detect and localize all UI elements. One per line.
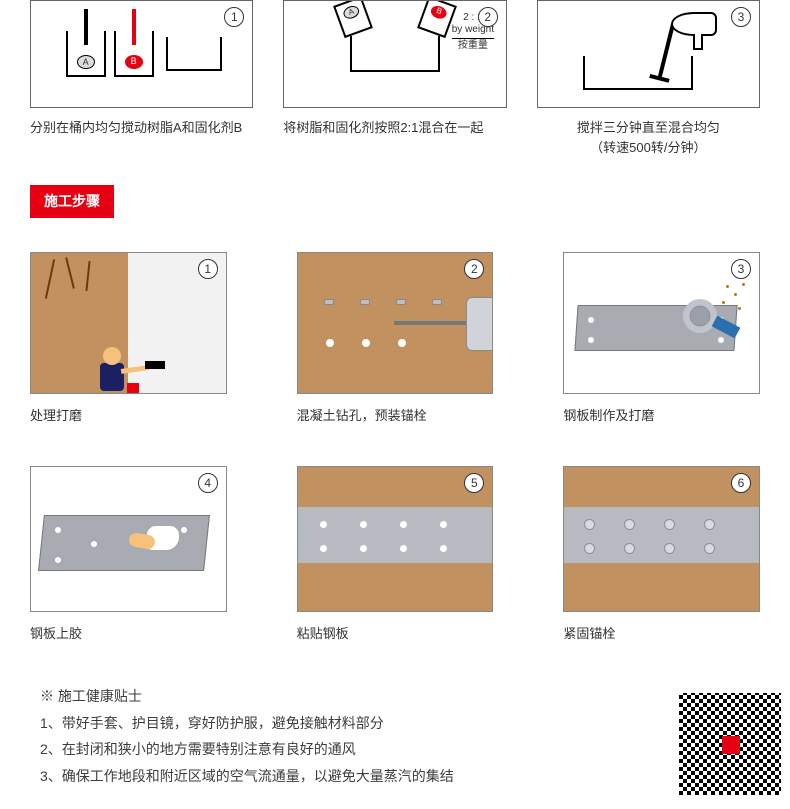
bucket-a-icon: A (66, 31, 106, 77)
section-label: 施工步骤 (30, 185, 114, 218)
step-cell-5: 5 粘贴钢板 (297, 466, 494, 644)
step-cell-4: 4 钢板上胶 (30, 466, 227, 644)
power-mixer-icon (573, 14, 723, 94)
step-cell-6: 6 紧固锚栓 (563, 466, 760, 644)
step-caption-4: 钢板上胶 (30, 624, 227, 644)
step-caption-1: 处理打磨 (30, 406, 227, 426)
section-label-wrap: 施工步骤 (30, 171, 760, 252)
glove-icon (146, 525, 180, 551)
prep-cell-1: 1 A B 分别在桶内均匀搅动树脂A和固化剂B (30, 0, 253, 157)
step-number-badge: 3 (731, 7, 751, 27)
card-a-icon: A (333, 0, 373, 38)
step-frame-4: 4 (30, 466, 227, 612)
prep-caption-3: 搅拌三分钟直至混合均匀 （转速500转/分钟） (537, 118, 760, 157)
step-frame-1: 1 (30, 252, 227, 394)
step-caption-2: 混凝土钻孔，预装锚栓 (297, 406, 494, 426)
prep-caption-1: 分别在桶内均匀搅动树脂A和固化剂B (30, 118, 253, 138)
bucket-b-icon: B (114, 31, 154, 77)
step-frame-6: 6 (563, 466, 760, 612)
prep-frame-2: 2 A B 2 : 1 by weight 按重量 (283, 0, 506, 108)
steps-row-2: 4 钢板上胶 5 粘贴钢板 6 (30, 466, 760, 644)
prep-frame-1: 1 A B (30, 0, 253, 108)
step-cell-1: 1 处理打磨 (30, 252, 227, 426)
step-number-badge: 2 (478, 7, 498, 27)
step-number-badge: 6 (731, 473, 751, 493)
steps-row-1: 1 处理打磨 2 混凝土钻孔，预装锚栓 3 (30, 252, 760, 426)
step-number-badge: 2 (464, 259, 484, 279)
step-caption-3: 钢板制作及打磨 (563, 406, 760, 426)
drill-icon (466, 297, 493, 351)
step-number-badge: 3 (731, 259, 751, 279)
step-frame-2: 2 (297, 252, 494, 394)
steel-plate-icon (298, 507, 493, 563)
step-caption-5: 粘贴钢板 (297, 624, 494, 644)
prep-frame-3: 3 (537, 0, 760, 108)
prep-cell-2: 2 A B 2 : 1 by weight 按重量 将树脂和固化剂按照2:1混合… (283, 0, 506, 157)
tip-item: 3、确保工作地段和附近区域的空气流通量，以避免大量蒸汽的集结 (40, 763, 760, 790)
tips-title: ※ 施工健康贴士 (40, 683, 760, 710)
step-cell-2: 2 混凝土钻孔，预装锚栓 (297, 252, 494, 426)
mix-tray-icon: A B 2 : 1 by weight 按重量 (350, 36, 440, 72)
step-number-badge: 4 (198, 473, 218, 493)
step-number-badge: 5 (464, 473, 484, 493)
tips-block: ※ 施工健康贴士 1、带好手套、护目镜，穿好防护服，避免接触材料部分 2、在封闭… (30, 683, 760, 789)
grinder-icon (683, 299, 717, 333)
step-number-badge: 1 (198, 259, 218, 279)
step-cell-3: 3 钢板制作及打磨 (563, 252, 760, 426)
step-caption-6: 紧固锚栓 (563, 624, 760, 644)
tray-icon (166, 37, 222, 71)
prep-row: 1 A B 分别在桶内均匀搅动树脂A和固化剂B 2 A B 2 : 1 (30, 0, 760, 157)
qr-code-icon (675, 689, 785, 799)
step-frame-3: 3 (563, 252, 760, 394)
steel-plate-icon (564, 507, 759, 563)
step-frame-5: 5 (297, 466, 494, 612)
tip-item: 2、在封闭和狭小的地方需要特别注意有良好的通风 (40, 736, 760, 763)
tip-item: 1、带好手套、护目镜，穿好防护服，避免接触材料部分 (40, 710, 760, 737)
prep-caption-2: 将树脂和固化剂按照2:1混合在一起 (283, 118, 506, 138)
prep-cell-3: 3 搅拌三分钟直至混合均匀 （转速500转/分钟） (537, 0, 760, 157)
step-number-badge: 1 (224, 7, 244, 27)
